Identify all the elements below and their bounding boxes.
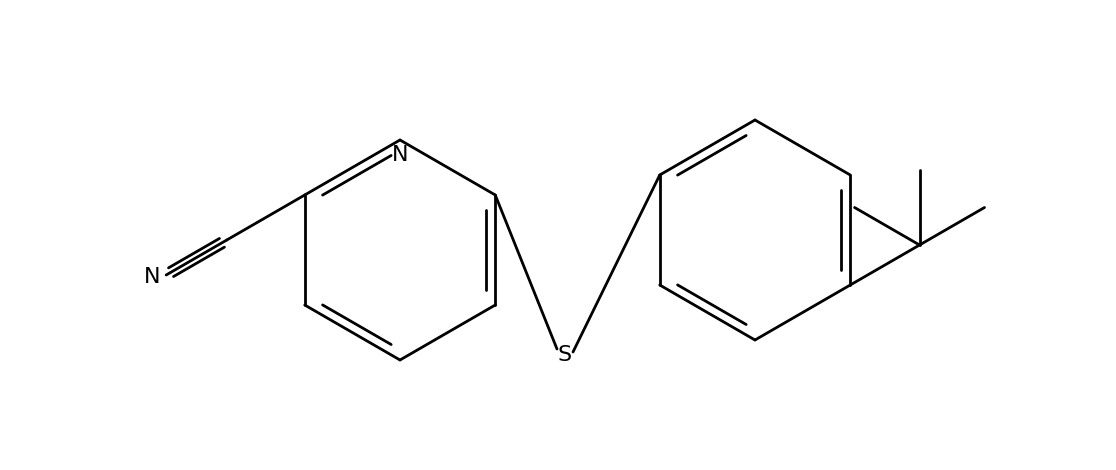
Text: S: S xyxy=(558,345,573,365)
Text: N: N xyxy=(392,145,408,165)
Text: N: N xyxy=(144,267,161,287)
